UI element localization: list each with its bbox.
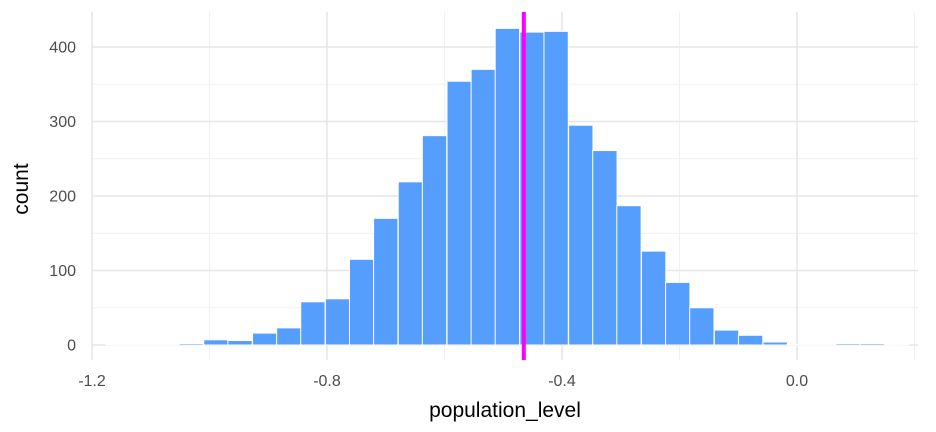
histogram-bar [640,250,667,346]
y-tick-label: 400 [49,40,76,57]
histogram-bar [786,343,813,346]
histogram-bar [130,343,156,346]
histogram-bar [178,343,204,346]
histogram-bar [446,80,472,346]
histogram-bar [689,307,715,346]
x-tick-label: -0.4 [548,373,576,390]
histogram-bar [397,181,424,346]
y-axis-title: count [10,163,33,215]
histogram-bar [324,298,351,346]
histogram-bar [665,281,691,346]
histogram-bar [300,301,326,346]
histogram-bar [203,339,229,346]
x-tick-label: -1.2 [78,373,106,390]
histogram-bar [713,329,740,346]
histogram-bar [494,27,521,346]
histogram-bar [835,343,861,346]
histogram-bar [421,135,448,346]
histogram-bar [568,124,594,346]
y-tick-label: 300 [49,114,76,131]
histogram-bar [616,205,642,346]
y-tick-label: 200 [49,189,76,206]
histogram-bar [373,217,399,346]
histogram-bar [884,343,910,346]
histogram-bar [543,30,569,346]
y-axis-ticks: 0 100 200 300 400 [49,40,76,355]
x-axis-ticks: -1.2 -0.8 -0.4 0.0 [78,373,808,390]
histogram-bar [470,68,496,346]
histogram-bar [105,343,132,346]
histogram-bar [227,340,253,346]
histogram-bar [762,341,788,346]
histogram-bar [810,343,837,346]
y-tick-label: 100 [49,263,76,280]
histogram-bar [154,343,180,346]
histogram-bar [859,343,885,346]
y-tick-label: 0 [67,338,76,355]
histogram-bar [276,327,302,346]
bars [105,27,910,346]
x-axis-title: population_level [429,399,581,422]
histogram-bar [252,332,278,346]
histogram-bar [349,258,375,346]
x-tick-label: 0.0 [786,373,808,390]
x-tick-label: -0.8 [313,373,341,390]
histogram-bar [592,150,618,346]
histogram-bar [737,334,764,346]
